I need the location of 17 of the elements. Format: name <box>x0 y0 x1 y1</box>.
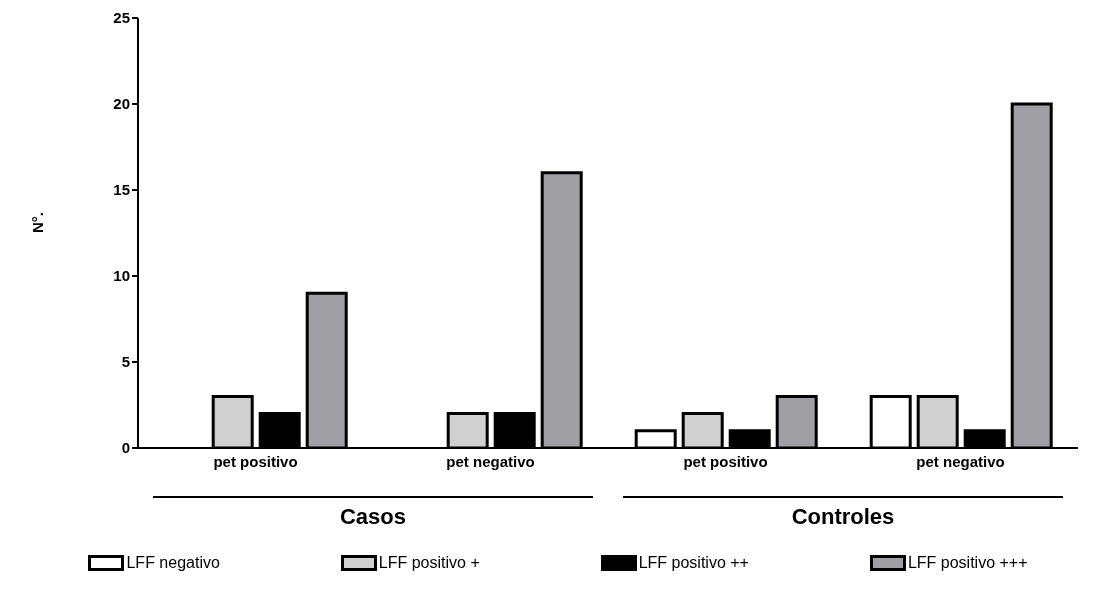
y-tick-label: 5 <box>121 353 130 371</box>
y-axis-title: N°. <box>29 212 47 233</box>
y-tick-label: 15 <box>113 181 130 199</box>
y-tick-label: 20 <box>113 95 130 113</box>
legend-label: LFF positivo + <box>378 554 480 572</box>
text: Casos <box>153 496 593 530</box>
legend-label: LFF negativo <box>126 554 220 572</box>
x-tick-label: pet positivo <box>213 452 298 470</box>
x-tick-label: pet negativo <box>916 452 1005 470</box>
x-tick-label: pet positivo <box>683 452 768 470</box>
text: Controles <box>623 496 1063 530</box>
legend-label: LFF positivo +++ <box>907 554 1028 572</box>
y-tick-label: 10 <box>113 267 130 285</box>
x-tick-label: pet negativo <box>446 452 535 470</box>
legend-label: LFF positivo ++ <box>638 554 749 572</box>
y-tick-label: 25 <box>113 9 130 27</box>
y-tick-label: 0 <box>121 439 130 457</box>
